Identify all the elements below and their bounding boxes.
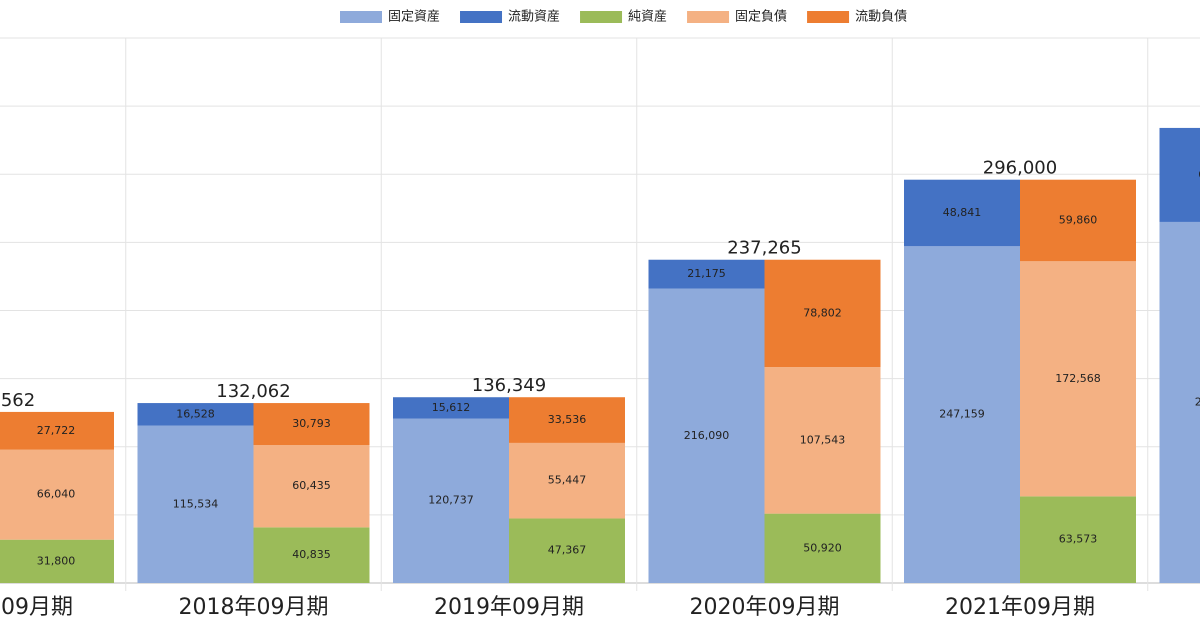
value-label: 30,793 [292,417,331,430]
legend-swatch [580,11,623,23]
value-label: 47,367 [548,544,587,557]
value-label: 66,040 [37,488,76,501]
legend-swatch [807,11,850,23]
bar-segment [0,449,114,540]
bar-segment [0,539,114,583]
bar-segment [904,246,1020,584]
legend-label: 流動資産 [508,9,560,25]
value-label: 21,175 [687,267,726,280]
total-label: 136,349 [472,375,546,396]
legend-label: 流動負債 [855,10,907,25]
value-label: 33,536 [548,413,587,426]
value-label: 69,000 [1198,168,1200,181]
legend-label: 固定負債 [735,10,787,25]
bar-segment [1020,496,1136,583]
value-label: 60,435 [292,479,331,492]
bar-segment [137,425,254,583]
value-label: 63,573 [1059,533,1098,546]
total-label: 237,265 [727,238,801,259]
legend-label: 固定資産 [388,9,440,25]
legend-swatch [687,11,730,23]
value-label: 115,534 [173,497,219,510]
x-tick-label: 2017年09月期 [0,595,73,620]
bar-segment [393,418,509,583]
bar-segment [764,513,881,583]
bar-segment [764,367,881,514]
x-tick-label: 2018年09月期 [179,595,329,620]
total-label: 132,062 [216,381,290,402]
value-label: 107,543 [800,433,846,446]
legend-swatch [460,11,503,23]
value-label: 50,920 [803,541,842,554]
bar-segment [1020,261,1136,497]
value-label: 16,528 [176,407,215,420]
value-label: 247,159 [939,408,985,421]
x-tick-label: 2019年09月期 [434,595,584,620]
legend-label: 純資産 [628,9,667,25]
bar-segment [253,403,370,446]
value-label: 172,568 [1055,372,1101,385]
value-label: 265,000 [1195,395,1200,408]
bar-segment [509,518,625,583]
value-label: 120,737 [428,494,474,507]
bar-segment [1020,179,1136,262]
bar-segment [764,259,881,368]
value-label: 78,802 [803,306,842,319]
bar-segment [1159,127,1200,222]
value-label: 55,447 [548,474,587,487]
value-label: 40,835 [292,548,331,561]
bar-segment [1159,221,1200,583]
x-tick-label: 2021年09月期 [945,595,1095,620]
value-label: 216,090 [684,429,730,442]
legend-swatch [340,11,382,23]
bar-segment [904,179,1020,247]
value-label: 31,800 [37,554,76,567]
x-tick-label: 2020年09月期 [690,595,840,620]
bar-segment [648,288,765,583]
value-label: 48,841 [943,206,982,219]
total-label: 296,000 [983,158,1057,179]
bar-segment [253,527,370,583]
value-label: 15,612 [432,401,471,414]
bar-segment [393,397,509,419]
bar-segment [509,397,625,443]
bar-segment [648,259,765,289]
total-label: 125,562 [0,390,35,411]
bar-segment [509,442,625,519]
value-label: 27,722 [37,424,76,437]
value-label: 59,860 [1059,213,1098,226]
bar-segment [137,403,254,426]
bar-segment [0,411,114,450]
bar-segment [253,445,370,528]
